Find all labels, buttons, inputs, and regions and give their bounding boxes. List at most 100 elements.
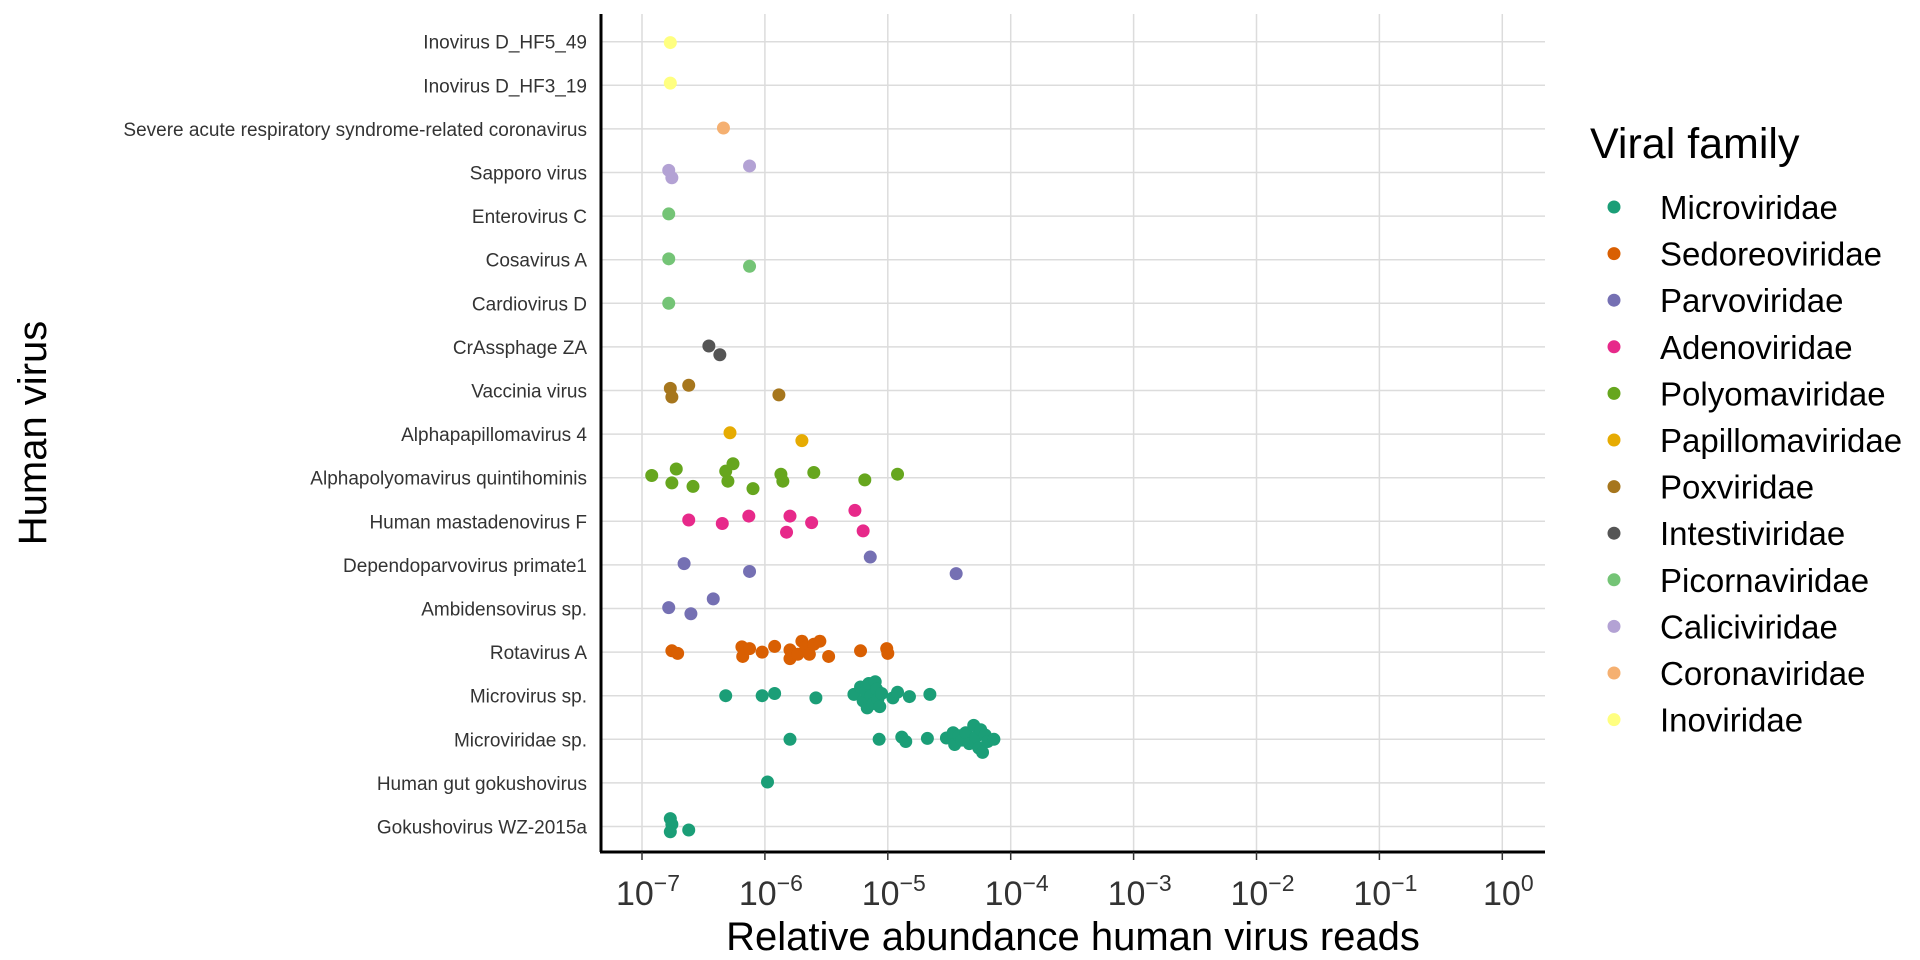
- point-adenoviridae: [742, 509, 756, 523]
- x-tick-label: 10−7: [616, 870, 680, 913]
- point-inoviridae: [663, 36, 677, 50]
- point-sedoreoviridae: [743, 642, 757, 656]
- point-picornaviridae: [662, 252, 676, 266]
- point-microviridae: [809, 691, 823, 705]
- legend-key-coronaviridae: [1607, 666, 1621, 680]
- point-microviridae: [875, 687, 889, 701]
- point-coronaviridae: [716, 121, 730, 135]
- point-sedoreoviridae: [854, 644, 868, 658]
- y-tick-label: Cardiovirus D: [472, 294, 587, 315]
- point-picornaviridae: [662, 296, 676, 310]
- y-tick-label: Microviridae sp.: [454, 730, 587, 751]
- point-microviridae: [719, 689, 733, 703]
- x-tick-label: 10−1: [1353, 870, 1417, 913]
- point-adenoviridae: [780, 525, 794, 539]
- legend-key-caliciviridae: [1607, 619, 1621, 633]
- y-tick-label: Human mastadenovirus F: [369, 512, 587, 533]
- point-poxviridae: [665, 390, 679, 404]
- x-tick-label: 10−2: [1230, 870, 1294, 913]
- legend: Viral family Microviridae Sedoreoviridae P…: [1590, 120, 1902, 739]
- y-tick-label: Sapporo virus: [470, 164, 587, 185]
- x-axis-ticks: 10−7 10−6 10−5 10−4 10−3 10−2 10−1 100: [616, 852, 1534, 913]
- legend-key-sedoreoviridae: [1607, 247, 1621, 261]
- y-tick-label: Microvirus sp.: [470, 687, 587, 708]
- point-papillomaviridae: [723, 426, 737, 440]
- x-tick-label: 10−3: [1108, 870, 1172, 913]
- legend-key-polyomaviridae: [1607, 386, 1621, 400]
- point-polyomaviridae: [726, 457, 740, 471]
- point-sedoreoviridae: [822, 649, 836, 663]
- y-axis-title: Human virus: [11, 321, 55, 546]
- y-tick-label: Ambidensovirus sp.: [421, 600, 587, 621]
- point-adenoviridae: [856, 524, 870, 538]
- point-parvoviridae: [949, 567, 963, 581]
- point-polyomaviridae: [686, 479, 700, 493]
- point-microviridae: [976, 745, 990, 759]
- point-parvoviridae: [677, 557, 691, 571]
- point-poxviridae: [682, 378, 696, 392]
- legend-label: Papillomaviridae: [1660, 422, 1902, 459]
- point-microviridae: [891, 685, 905, 699]
- legend-label: Inoviridae: [1660, 702, 1803, 739]
- y-tick-label: Alphapolyomavirus quintihominis: [310, 469, 587, 490]
- legend-key-poxviridae: [1607, 480, 1621, 494]
- point-microviridae: [682, 823, 696, 837]
- point-polyomaviridae: [645, 469, 659, 483]
- legend-label: Caliciviridae: [1660, 608, 1838, 645]
- point-polyomaviridae: [891, 467, 905, 481]
- y-tick-label: Inovirus D_HF5_49: [423, 33, 587, 54]
- y-tick-label: Severe acute respiratory syndrome-relate…: [123, 120, 587, 141]
- point-caliciviridae: [665, 171, 679, 185]
- point-microviridae: [899, 734, 913, 748]
- y-tick-label: Rotavirus A: [490, 643, 587, 664]
- legend-label: Intestiviridae: [1660, 515, 1845, 552]
- point-polyomaviridae: [669, 462, 683, 476]
- point-intestiviridae: [702, 339, 716, 353]
- point-papillomaviridae: [795, 434, 809, 448]
- point-microviridae: [873, 700, 887, 714]
- y-axis-labels: Gokushovirus WZ-2015a Human gut gokushovi…: [123, 33, 587, 839]
- x-tick-label: 100: [1483, 870, 1534, 913]
- point-microviridae: [902, 690, 916, 704]
- x-tick-label: 10−4: [985, 870, 1049, 913]
- legend-key-parvoviridae: [1607, 293, 1621, 307]
- point-microviridae: [663, 825, 677, 839]
- point-parvoviridae: [684, 607, 698, 621]
- x-tick-label: 10−5: [862, 870, 926, 913]
- grid: [601, 14, 1545, 852]
- x-tick-label: 10−6: [739, 870, 803, 913]
- legend-key-picornaviridae: [1607, 573, 1621, 587]
- point-sedoreoviridae: [802, 647, 816, 661]
- y-tick-label: Vaccinia virus: [471, 382, 587, 403]
- point-sedoreoviridae: [671, 646, 685, 660]
- point-polyomaviridae: [776, 474, 790, 488]
- y-tick-label: Human gut gokushovirus: [377, 774, 587, 795]
- point-polyomaviridae: [721, 474, 735, 488]
- point-adenoviridae: [783, 509, 797, 523]
- legend-key-inoviridae: [1607, 713, 1621, 727]
- point-parvoviridae: [743, 564, 757, 578]
- y-tick-label: Gokushovirus WZ-2015a: [377, 818, 588, 839]
- point-inoviridae: [663, 76, 677, 90]
- point-sedoreoviridae: [768, 639, 782, 653]
- point-adenoviridae: [805, 516, 819, 530]
- point-polyomaviridae: [665, 476, 679, 490]
- legend-label: Adenoviridae: [1660, 329, 1853, 366]
- y-tick-label: CrAssphage ZA: [453, 338, 587, 359]
- point-microviridae: [755, 689, 769, 703]
- y-tick-label: Alphapapillomavirus 4: [401, 425, 587, 446]
- point-polyomaviridae: [858, 473, 872, 487]
- point-polyomaviridae: [746, 482, 760, 496]
- point-microviridae: [761, 775, 775, 789]
- point-microviridae: [920, 731, 934, 745]
- legend-key-papillomaviridae: [1607, 433, 1621, 447]
- point-adenoviridae: [682, 513, 696, 527]
- legend-label: Poxviridae: [1660, 469, 1814, 506]
- legend-label: Picornaviridae: [1660, 562, 1869, 599]
- point-microviridae: [923, 687, 937, 701]
- point-microviridae: [872, 732, 886, 746]
- data-points: [645, 36, 1001, 839]
- point-adenoviridae: [848, 503, 862, 517]
- legend-label: Microviridae: [1660, 189, 1838, 226]
